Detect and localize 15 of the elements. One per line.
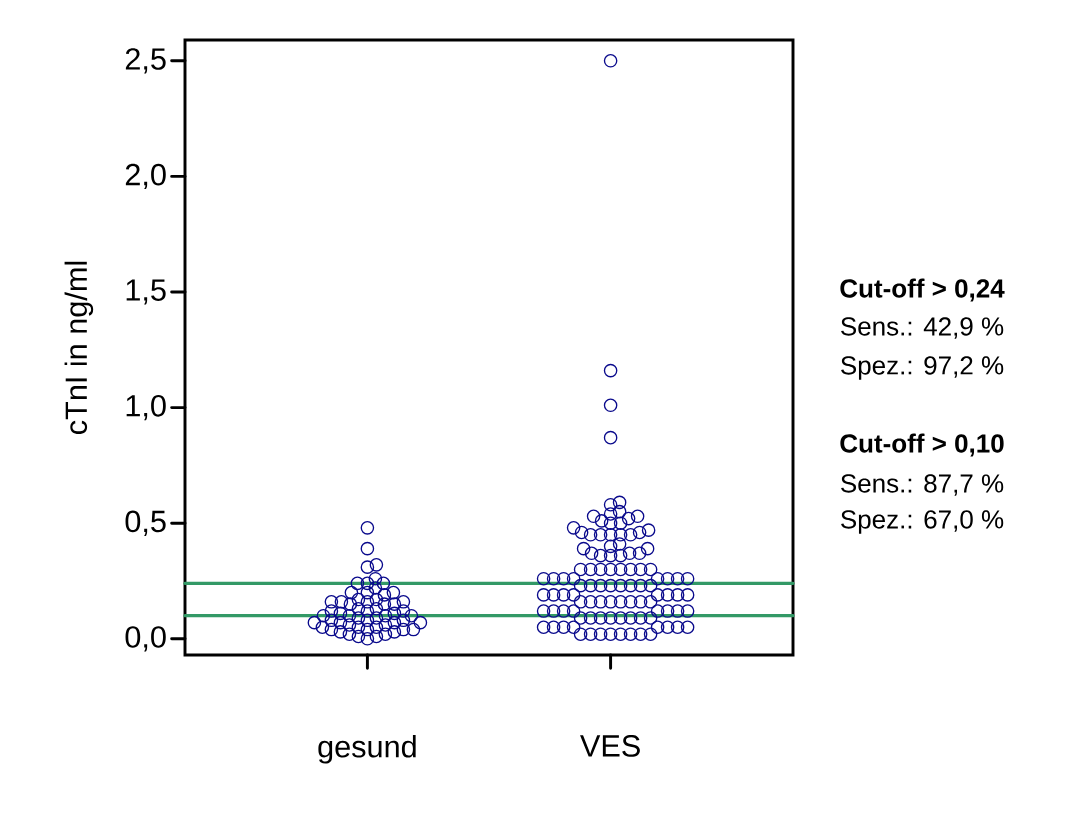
text: Sens.: 87,7 % bbox=[841, 474, 1004, 496]
y-tick-label: 0,5 bbox=[125, 510, 166, 536]
text: Spez.: 97,2 % bbox=[841, 356, 1004, 380]
y-tick-label: 1,5 bbox=[126, 279, 166, 305]
text: Cut-off > 0,24 bbox=[840, 278, 1005, 302]
text: Sens.: 42,9 % bbox=[841, 317, 1004, 339]
y-tick-label: 2,5 bbox=[125, 48, 166, 74]
text: Spez.: 67,0 % bbox=[841, 510, 1004, 534]
text: Cut-off > 0,10 bbox=[840, 433, 1004, 457]
x-tick-label: gesund bbox=[318, 735, 416, 764]
y-tick-label: 2,0 bbox=[125, 163, 166, 190]
y-tick-label: 1,0 bbox=[126, 394, 166, 421]
y-tick-label: 0,0 bbox=[125, 626, 166, 652]
y-axis-title: cTnI in ng/ml bbox=[64, 261, 94, 434]
x-tick-label: VES bbox=[580, 735, 640, 757]
